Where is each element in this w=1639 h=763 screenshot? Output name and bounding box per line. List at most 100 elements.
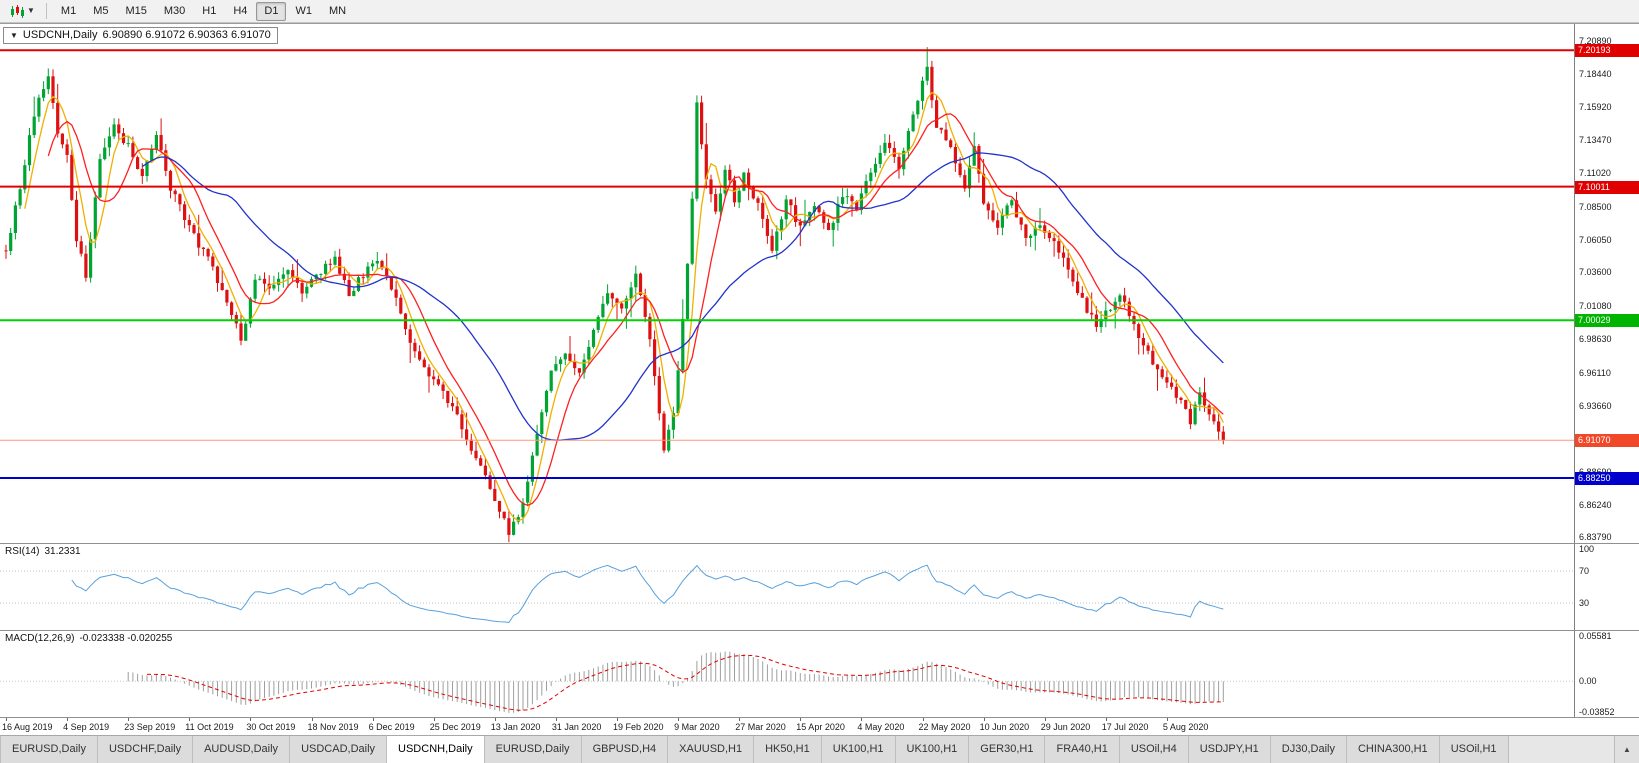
date-tick [494, 718, 496, 721]
macd-axis-label: -0.03852 [1579, 707, 1615, 717]
main-chart-plot[interactable]: ▼ USDCNH,Daily 6.90890 6.91072 6.90363 6… [0, 24, 1575, 543]
macd-label-box: MACD(12,26,9) -0.023338 -0.020255 [5, 633, 172, 644]
macd-values: -0.023338 -0.020255 [79, 633, 173, 644]
macd-panel: MACD(12,26,9) -0.023338 -0.020255 0.0558… [0, 630, 1639, 717]
macd-histogram [127, 651, 1224, 713]
price-axis-label: 7.08500 [1579, 201, 1612, 212]
date-tick [861, 718, 863, 721]
chart-tabs-bar: EURUSD,Daily USDCHF,Daily AUDUSD,Daily USDC… [0, 735, 1639, 763]
date-label: 16 Aug 2019 [2, 722, 53, 732]
chart-tab-xauusd-h1[interactable]: XAUUSD,H1 [668, 736, 755, 763]
date-tick [1166, 718, 1168, 721]
chart-tab-eurusd-daily[interactable]: EURUSD,Daily [484, 736, 582, 763]
macd-axis-label: 0.05581 [1579, 631, 1612, 642]
date-label: 17 Jul 2020 [1101, 722, 1149, 732]
date-tick [128, 718, 130, 721]
date-label: 18 Nov 2019 [307, 722, 359, 732]
date-label: 30 Oct 2019 [246, 722, 296, 732]
rsi-axis: 100 70 30 [1575, 544, 1639, 630]
date-label: 11 Oct 2019 [185, 722, 234, 732]
timeframe-button-d1[interactable]: D1 [256, 1, 287, 21]
date-label: 4 Sep 2019 [63, 722, 110, 732]
date-label: 4 May 2020 [857, 722, 905, 732]
ma-fast-yellow [24, 91, 1224, 522]
price-axis-label: 7.03600 [1579, 267, 1612, 278]
timeframe-button-h1[interactable]: H1 [194, 2, 224, 21]
date-axis[interactable]: 16 Aug 2019 4 Sep 2019 23 Sep 2019 11 Oct 2… [0, 717, 1639, 735]
chart-tab-dj30-daily[interactable]: DJ30,Daily [1270, 736, 1347, 763]
chart-tab-hk50-h1[interactable]: HK50,H1 [754, 736, 822, 763]
date-tick [983, 718, 985, 721]
date-tick [555, 718, 557, 721]
toolbar-separator [45, 3, 47, 19]
rsi-axis-label: 70 [1579, 566, 1590, 576]
chart-title-arrow-icon: ▼ [10, 30, 18, 40]
date-label: 5 Aug 2020 [1162, 722, 1209, 732]
ma-mid-red [47, 113, 1224, 506]
timeframe-button-m30[interactable]: M30 [156, 2, 193, 21]
timeframe-button-mn[interactable]: MN [321, 2, 354, 21]
chart-tab-gbpusd-h4[interactable]: GBPUSD,H4 [581, 736, 669, 763]
price-axis-label: 7.18440 [1579, 68, 1612, 79]
macd-signal-line [146, 654, 1224, 711]
price-axis-label: 6.86240 [1579, 499, 1612, 510]
timeframe-button-m15[interactable]: M15 [117, 2, 154, 21]
chart-tab-usoil-h4[interactable]: USOil,H4 [1119, 736, 1189, 763]
rsi-label-box: RSI(14) 31.2331 [5, 546, 81, 557]
date-tick [678, 718, 680, 721]
chart-tab-usdcad-daily[interactable]: USDCAD,Daily [290, 736, 388, 763]
rsi-name: RSI(14) [5, 546, 40, 557]
date-label: 6 Dec 2019 [368, 722, 415, 732]
chart-type-button[interactable]: ▼ [5, 3, 40, 20]
macd-axis-label: 0.00 [1579, 676, 1597, 687]
date-label: 25 Dec 2019 [429, 722, 481, 732]
price-axis-label: 7.15920 [1579, 102, 1612, 113]
macd-svg [0, 651, 1574, 713]
main-chart-panel: ▼ USDCNH,Daily 6.90890 6.91072 6.90363 6… [0, 24, 1639, 543]
price-tag-7.20193: 7.20193 [1575, 44, 1639, 58]
timeframe-button-h4[interactable]: H4 [225, 2, 255, 21]
chart-ohlc-values: 6.90890 6.91072 6.90363 6.91070 [102, 29, 271, 41]
chart-tab-usdchf-daily[interactable]: USDCHF,Daily [97, 736, 194, 763]
date-tick [372, 718, 374, 721]
rsi-plot[interactable]: RSI(14) 31.2331 [0, 544, 1575, 630]
chart-area: ▼ USDCNH,Daily 6.90890 6.91072 6.90363 6… [0, 23, 1639, 735]
price-axis: 7.20890 7.18440 7.15920 7.13470 7.11020 7.085… [1575, 24, 1639, 543]
date-tick [617, 718, 618, 721]
date-tick [433, 718, 435, 721]
rsi-value: 31.2331 [44, 546, 81, 557]
chart-tab-usdcnh-daily[interactable]: USDCNH,Daily [387, 736, 485, 763]
date-tick [67, 718, 69, 721]
price-axis-label: 7.20890 [1579, 35, 1612, 46]
timeframe-button-m5[interactable]: M5 [85, 2, 116, 21]
date-label: 10 Jun 2020 [979, 722, 1030, 732]
date-label: 19 Feb 2020 [613, 722, 664, 732]
chart-tab-uk100-h1[interactable]: UK100,H1 [821, 736, 896, 763]
price-axis-label: 7.13470 [1579, 135, 1612, 146]
rsi-line [71, 564, 1224, 624]
price-axis-label: 7.06050 [1579, 234, 1612, 245]
price-axis-label: 6.96110 [1579, 367, 1611, 378]
date-tick [189, 718, 191, 721]
chart-tab-audusd-daily[interactable]: AUDUSD,Daily [193, 736, 291, 763]
chevron-down-icon: ▼ [27, 6, 35, 15]
chart-tab-china300-h1[interactable]: CHINA300,H1 [1346, 736, 1440, 763]
chart-tab-ger30-h1[interactable]: GER30,H1 [969, 736, 1046, 763]
timeframe-button-w1[interactable]: W1 [287, 2, 320, 21]
chart-tab-usoil-h1[interactable]: USOil,H1 [1439, 736, 1509, 763]
chart-tab-usdjpy-h1[interactable]: USDJPY,H1 [1188, 736, 1271, 763]
candles [4, 47, 1225, 543]
date-tick [1044, 718, 1046, 721]
date-tick [250, 718, 252, 721]
price-tag-7.00029: 7.00029 [1575, 314, 1639, 328]
macd-plot[interactable]: MACD(12,26,9) -0.023338 -0.020255 [0, 631, 1575, 717]
tab-scroll-button[interactable]: ▲ [1614, 736, 1639, 763]
price-axis-label: 6.98630 [1579, 334, 1612, 345]
chart-tab-uk100-h1[interactable]: UK100,H1 [895, 736, 970, 763]
date-tick [1105, 718, 1107, 721]
rsi-svg [0, 564, 1574, 624]
chart-tab-eurusd-daily[interactable]: EURUSD,Daily [0, 736, 98, 763]
chart-tab-fra40-h1[interactable]: FRA40,H1 [1045, 736, 1120, 763]
timeframe-button-m1[interactable]: M1 [53, 2, 84, 21]
